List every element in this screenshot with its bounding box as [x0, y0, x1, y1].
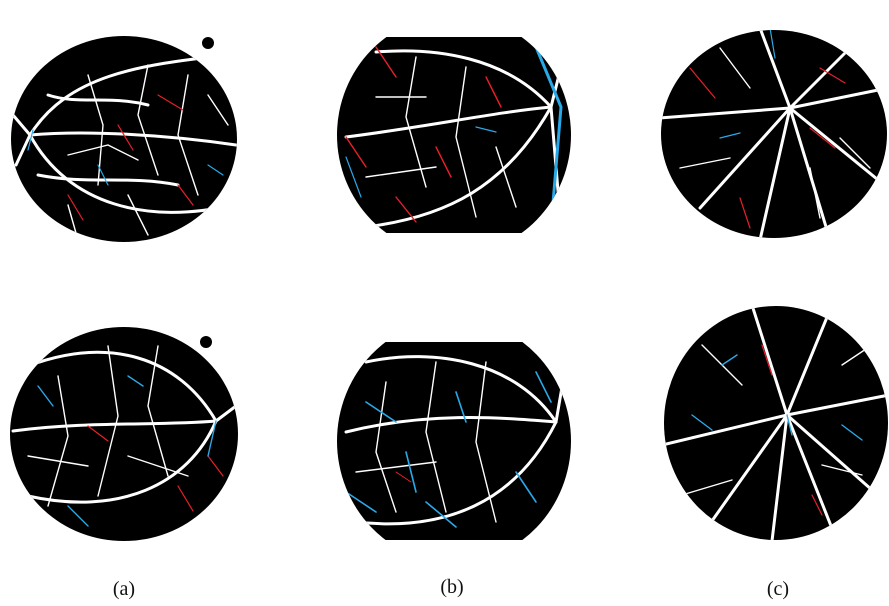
vessel-map-b-bottom — [337, 342, 571, 540]
vessel-map-a-bottom — [10, 327, 238, 541]
panel-c-bottom — [662, 305, 889, 541]
caption-c: (c) — [766, 578, 790, 600]
vessel-map-c-top — [661, 30, 887, 238]
caption-b: (b) — [440, 576, 464, 598]
panel-c-top — [660, 28, 888, 240]
panel-b-top — [336, 37, 571, 233]
vessel-map-b-top — [337, 37, 571, 233]
panel-a-bottom — [8, 326, 240, 542]
vessel-map-c-bottom — [664, 306, 888, 540]
panel-b-bottom — [336, 342, 571, 540]
caption-a: (a) — [112, 578, 136, 600]
panel-a-top — [8, 35, 240, 243]
vessel-map-a-top — [11, 36, 237, 242]
